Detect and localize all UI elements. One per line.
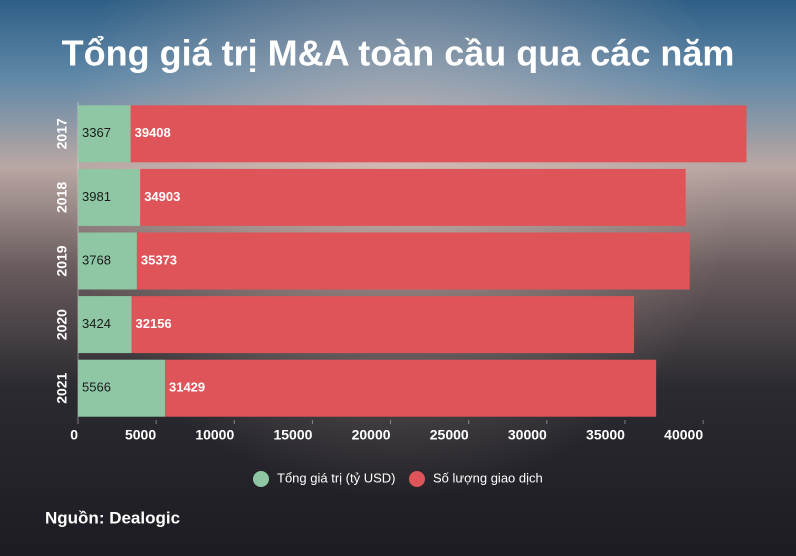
bar-segment [78, 105, 131, 163]
x-tick-label: 35000 [586, 427, 625, 443]
bar-segment [140, 168, 686, 226]
bar-segment [78, 296, 132, 354]
value-label: 5566 [82, 380, 111, 395]
value-label: 3981 [82, 189, 111, 204]
x-tick-label: 10000 [195, 427, 234, 443]
legend-swatch [409, 471, 425, 487]
bar-segment [136, 232, 690, 290]
legend-label: Số lượng giao dịch [433, 470, 543, 485]
source: Nguồn: Dealogic [45, 508, 180, 527]
value-label: 3424 [82, 316, 111, 331]
value-label: 34903 [144, 189, 180, 204]
x-tick-label: 30000 [508, 427, 547, 443]
bar-segment [130, 105, 747, 163]
value-label: 32156 [136, 316, 172, 331]
bar-segment [164, 359, 657, 417]
x-tick-label: 15000 [273, 427, 312, 443]
bar-segment [78, 359, 165, 417]
value-label: 3367 [82, 125, 111, 140]
value-label: 31429 [169, 380, 205, 395]
value-label: 39408 [135, 125, 171, 140]
x-tick-label: 40000 [664, 427, 703, 443]
y-tick-label: 2017 [54, 118, 70, 149]
bar-segment [78, 232, 137, 290]
x-tick-label: 25000 [430, 427, 469, 443]
chart-title: Tổng giá trị M&A toàn cầu qua các năm [62, 33, 735, 74]
legend-label: Tổng giá trị (tỷ USD) [277, 470, 395, 485]
legend-swatch [253, 471, 269, 487]
y-tick-label: 2021 [54, 372, 70, 403]
y-tick-label: 2019 [54, 245, 70, 276]
x-tick-label: 0 [70, 427, 78, 443]
y-tick-label: 2020 [54, 309, 70, 340]
bar-segment [78, 168, 141, 226]
value-label: 3768 [82, 252, 111, 267]
value-label: 35373 [141, 252, 177, 267]
x-tick-label: 5000 [125, 427, 156, 443]
y-tick-label: 2018 [54, 182, 70, 213]
x-tick-label: 20000 [352, 427, 391, 443]
bar-segment [131, 296, 635, 354]
